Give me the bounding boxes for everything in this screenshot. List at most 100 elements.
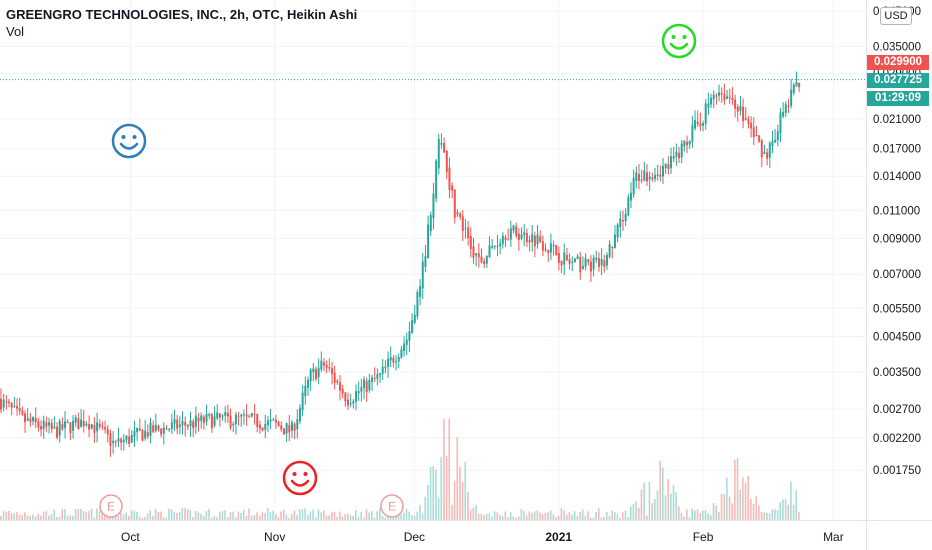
candle-body xyxy=(26,418,29,421)
volume-bar xyxy=(600,517,603,520)
candle-body xyxy=(555,245,558,255)
volume-bar xyxy=(619,517,621,520)
candle-body xyxy=(58,421,61,436)
candle-body xyxy=(336,380,339,383)
candle-body xyxy=(85,423,88,426)
volume-bar xyxy=(707,513,709,520)
candle-body xyxy=(269,419,272,422)
candle-body xyxy=(485,255,488,264)
candle-body xyxy=(469,236,472,249)
volume-bar xyxy=(301,509,304,520)
volume-bar xyxy=(96,508,98,520)
volume-bar xyxy=(589,517,592,520)
smiley-annotations[interactable] xyxy=(111,23,697,496)
candle-body xyxy=(467,227,470,239)
candle-body xyxy=(525,232,528,242)
candle-body xyxy=(477,253,480,258)
volume-bar xyxy=(405,508,408,520)
volume-bar xyxy=(66,515,69,520)
y-tick-label: 0.002700 xyxy=(873,404,921,416)
volume-bar xyxy=(347,513,349,520)
candle-body xyxy=(104,426,107,430)
volume-bar xyxy=(565,514,568,520)
volume-bar xyxy=(296,514,298,520)
candle-body xyxy=(317,367,320,378)
volume-bar xyxy=(293,510,296,520)
countdown-tag: 01:29:09 xyxy=(867,91,929,106)
volume-bar xyxy=(50,514,53,520)
candle-body xyxy=(413,314,416,323)
volume-bar xyxy=(397,513,400,520)
volume-bar xyxy=(194,510,197,520)
volume-bar xyxy=(726,477,728,520)
volume-label[interactable]: Vol xyxy=(6,24,25,39)
volume-bar xyxy=(686,509,688,520)
candle-body xyxy=(621,220,624,222)
candle-body xyxy=(552,244,555,246)
candle-body xyxy=(258,424,261,429)
candle-body xyxy=(691,125,694,142)
volume-bar xyxy=(555,517,557,520)
volume-bar xyxy=(58,516,61,520)
volume-bar xyxy=(328,515,330,520)
volume-bar xyxy=(771,509,774,520)
volume-bar xyxy=(493,511,496,520)
volume-bar xyxy=(221,510,224,520)
volume-bar xyxy=(632,503,635,520)
volume-bar xyxy=(162,517,165,520)
candle-body xyxy=(248,415,251,417)
volume-bar xyxy=(635,501,637,520)
candle-body xyxy=(726,96,729,99)
candle-body xyxy=(520,234,523,239)
volume-bar xyxy=(675,492,677,520)
volume-bar xyxy=(435,469,437,520)
time-axis[interactable]: Oct Nov Dec 2021 Feb Mar xyxy=(121,530,844,544)
candle-body xyxy=(782,111,785,117)
candle-body xyxy=(493,245,496,247)
candle-body xyxy=(664,163,667,169)
y-tick-label: 0.002200 xyxy=(873,433,921,445)
candle-body xyxy=(678,152,681,159)
candle-body xyxy=(744,118,747,120)
candle-body xyxy=(589,261,592,272)
candle-body xyxy=(728,96,731,99)
volume-bar xyxy=(157,511,160,520)
volume-bar xyxy=(264,512,266,520)
volume-bar xyxy=(557,515,560,520)
candle-body xyxy=(96,422,99,432)
candle-body xyxy=(731,97,734,100)
candle-body xyxy=(736,106,739,112)
price-axis[interactable]: 0.0450000.0350000.0290000.0210000.017000… xyxy=(873,6,921,477)
candle-body xyxy=(288,425,291,433)
x-tick-label: Oct xyxy=(121,530,140,544)
candle-body xyxy=(301,392,304,411)
candle-body xyxy=(512,225,515,231)
volume-bar xyxy=(26,515,29,520)
symbol-title[interactable]: GREENGRO TECHNOLOGIES, INC., 2h, OTC, He… xyxy=(6,7,358,22)
volume-bar xyxy=(160,511,162,520)
volume-bar xyxy=(216,516,218,520)
candle-body xyxy=(221,415,224,417)
volume-bar xyxy=(512,516,515,520)
volume-bar xyxy=(568,512,571,520)
volume-bar xyxy=(792,504,795,520)
currency-button[interactable]: USD xyxy=(880,7,912,25)
candle-body xyxy=(784,104,787,113)
volume-bar xyxy=(643,483,645,520)
candle-body xyxy=(205,414,208,422)
volume-bar xyxy=(648,482,651,520)
volume-bar xyxy=(189,510,192,520)
volume-bar xyxy=(552,514,555,520)
candle-body xyxy=(213,416,216,426)
candle-body xyxy=(304,385,307,397)
volume-bar xyxy=(341,516,344,520)
candle-body xyxy=(605,255,608,266)
volume-bar xyxy=(365,509,368,520)
volume-bar xyxy=(138,516,141,520)
volume-bar xyxy=(0,515,2,520)
candlesticks xyxy=(0,71,801,457)
candle-body xyxy=(34,417,37,423)
candle-body xyxy=(440,142,443,145)
